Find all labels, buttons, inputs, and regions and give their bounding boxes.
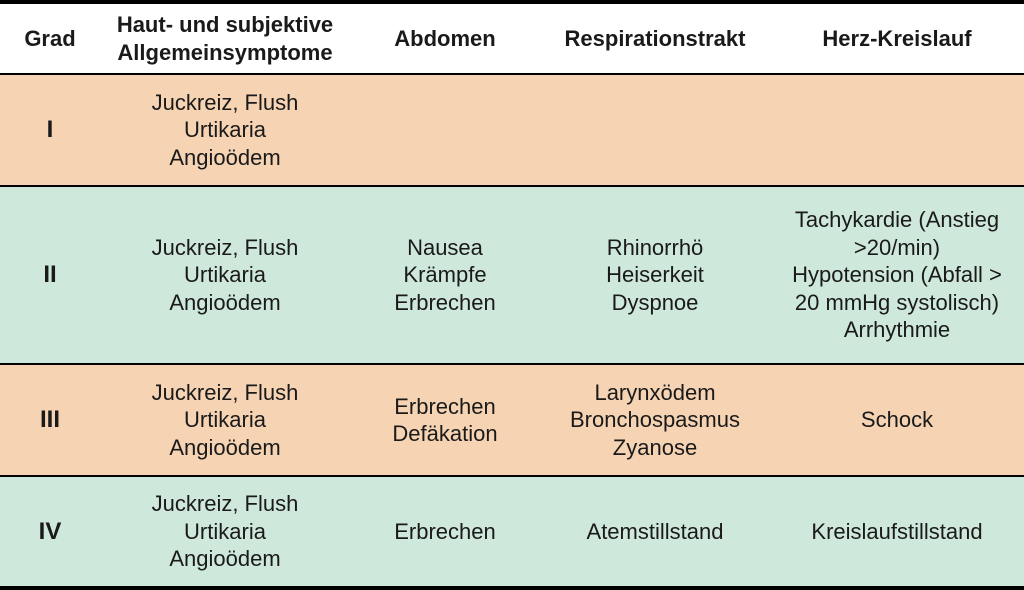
cell-abdomen: [350, 74, 540, 186]
cell-line: Angioödem: [108, 545, 342, 573]
cell-line: Juckreiz, Flush: [108, 379, 342, 407]
cell-line: Juckreiz, Flush: [108, 234, 342, 262]
cell-line: Juckreiz, Flush: [108, 490, 342, 518]
table-row: IIIJuckreiz, FlushUrtikariaAngioödemErbr…: [0, 364, 1024, 476]
cell-line: Urtikaria: [108, 406, 342, 434]
col-header-abdomen: Abdomen: [350, 2, 540, 74]
cell-skin: Juckreiz, FlushUrtikariaAngioödem: [100, 476, 350, 588]
cell-line: Urtikaria: [108, 518, 342, 546]
cell-line: Angioödem: [108, 144, 342, 172]
cell-grade: IV: [0, 476, 100, 588]
cell-skin: Juckreiz, FlushUrtikariaAngioödem: [100, 364, 350, 476]
cell-line: Angioödem: [108, 434, 342, 462]
cell-line: Tachykardie (Anstieg >20/min): [778, 206, 1016, 261]
cell-grade: III: [0, 364, 100, 476]
cell-cardio: [770, 74, 1024, 186]
cell-line: Bronchospasmus: [548, 406, 762, 434]
cell-line: Angioödem: [108, 289, 342, 317]
cell-line: Urtikaria: [108, 116, 342, 144]
table-row: IVJuckreiz, FlushUrtikariaAngioödemErbre…: [0, 476, 1024, 588]
col-header-grad: Grad: [0, 2, 100, 74]
cell-skin: Juckreiz, FlushUrtikariaAngioödem: [100, 74, 350, 186]
cell-resp: [540, 74, 770, 186]
cell-line: Heiserkeit: [548, 261, 762, 289]
cell-resp: Atemstillstand: [540, 476, 770, 588]
cell-line: Defäkation: [358, 420, 532, 448]
cell-grade: I: [0, 74, 100, 186]
col-header-cardio: Herz-Kreislauf: [770, 2, 1024, 74]
cell-line: Erbrechen: [358, 393, 532, 421]
table-body: IJuckreiz, FlushUrtikariaAngioödemIIJuck…: [0, 74, 1024, 588]
cell-resp: LarynxödemBronchospasmusZyanose: [540, 364, 770, 476]
cell-resp: RhinorrhöHeiserkeitDyspnoe: [540, 186, 770, 364]
table-row: IIJuckreiz, FlushUrtikariaAngioödemNause…: [0, 186, 1024, 364]
cell-line: Erbrechen: [358, 289, 532, 317]
cell-line: Urtikaria: [108, 261, 342, 289]
cell-abdomen: Erbrechen: [350, 476, 540, 588]
cell-line: Erbrechen: [358, 518, 532, 546]
cell-abdomen: NauseaKrämpfeErbrechen: [350, 186, 540, 364]
cell-cardio: Schock: [770, 364, 1024, 476]
cell-line: Hypotension (Abfall > 20 mmHg systolisch…: [778, 261, 1016, 316]
cell-line: Arrhythmie: [778, 316, 1016, 344]
cell-line: Atemstillstand: [548, 518, 762, 546]
cell-line: Nausea: [358, 234, 532, 262]
col-header-resp: Respirationstrakt: [540, 2, 770, 74]
cell-skin: Juckreiz, FlushUrtikariaAngioödem: [100, 186, 350, 364]
cell-line: Dyspnoe: [548, 289, 762, 317]
cell-line: Juckreiz, Flush: [108, 89, 342, 117]
cell-cardio: Tachykardie (Anstieg >20/min)Hypotension…: [770, 186, 1024, 364]
cell-line: Krämpfe: [358, 261, 532, 289]
cell-line: Zyanose: [548, 434, 762, 462]
table-row: IJuckreiz, FlushUrtikariaAngioödem: [0, 74, 1024, 186]
cell-line: Kreislaufstillstand: [778, 518, 1016, 546]
cell-line: Rhinorrhö: [548, 234, 762, 262]
col-header-skin: Haut- und subjektive Allgemeinsymptome: [100, 2, 350, 74]
cell-line: Schock: [778, 406, 1016, 434]
cell-cardio: Kreislaufstillstand: [770, 476, 1024, 588]
cell-grade: II: [0, 186, 100, 364]
anaphylaxis-grade-table: Grad Haut- und subjektive Allgemeinsympt…: [0, 0, 1024, 590]
cell-abdomen: ErbrechenDefäkation: [350, 364, 540, 476]
cell-line: Larynxödem: [548, 379, 762, 407]
table-header-row: Grad Haut- und subjektive Allgemeinsympt…: [0, 2, 1024, 74]
